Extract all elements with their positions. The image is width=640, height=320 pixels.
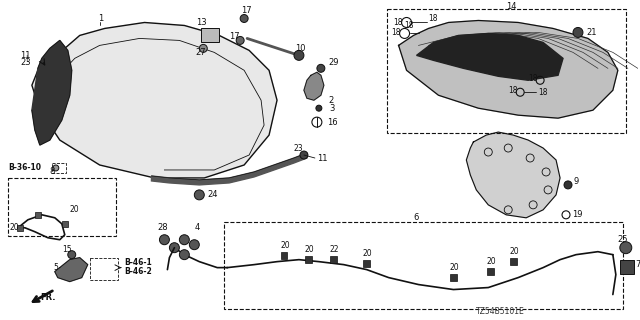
Text: 23: 23 — [294, 144, 303, 153]
Text: 19: 19 — [572, 210, 582, 219]
Circle shape — [236, 36, 244, 44]
Circle shape — [240, 14, 248, 22]
Circle shape — [620, 242, 632, 254]
Text: 20: 20 — [363, 249, 372, 258]
Text: 18: 18 — [394, 18, 403, 27]
Text: 18: 18 — [429, 14, 438, 23]
Bar — [620, 260, 634, 274]
Text: 3: 3 — [329, 104, 334, 113]
Bar — [62, 221, 68, 227]
Text: 21: 21 — [586, 28, 596, 37]
Text: 29: 29 — [329, 58, 339, 67]
Bar — [387, 9, 626, 133]
Polygon shape — [32, 40, 72, 145]
Text: 25: 25 — [618, 235, 628, 244]
Text: FR.: FR. — [40, 293, 56, 302]
Polygon shape — [304, 72, 324, 100]
Bar — [17, 225, 23, 231]
Text: 1: 1 — [98, 14, 103, 23]
Circle shape — [294, 50, 304, 60]
Text: 20: 20 — [449, 263, 459, 272]
Text: 8: 8 — [50, 167, 55, 176]
Polygon shape — [467, 132, 560, 218]
Text: 20: 20 — [509, 247, 519, 256]
Bar — [202, 28, 220, 43]
Text: 16: 16 — [327, 118, 337, 127]
Bar — [224, 222, 623, 309]
Text: 23: 23 — [20, 58, 31, 67]
Polygon shape — [55, 258, 88, 282]
Circle shape — [179, 235, 189, 245]
Circle shape — [317, 64, 325, 72]
Bar — [364, 260, 370, 267]
Polygon shape — [399, 20, 618, 118]
Text: 5: 5 — [54, 263, 59, 272]
Text: 4: 4 — [195, 223, 200, 232]
Circle shape — [316, 105, 322, 111]
Circle shape — [170, 243, 179, 253]
Text: 20: 20 — [10, 223, 20, 232]
Text: 18: 18 — [508, 86, 518, 95]
Circle shape — [573, 28, 583, 37]
Circle shape — [564, 181, 572, 189]
Text: 15: 15 — [62, 245, 72, 254]
Bar — [8, 178, 116, 236]
Polygon shape — [152, 153, 307, 185]
Bar — [450, 274, 457, 281]
Bar — [305, 256, 312, 263]
Bar — [509, 258, 516, 265]
Circle shape — [199, 44, 207, 52]
Text: 17: 17 — [241, 6, 252, 15]
Text: 20: 20 — [70, 205, 79, 214]
Polygon shape — [32, 22, 277, 178]
Text: 14: 14 — [506, 2, 516, 11]
Text: TZ54B5101E: TZ54B5101E — [476, 307, 525, 316]
Circle shape — [53, 165, 59, 171]
Text: 18: 18 — [538, 88, 548, 97]
Bar — [330, 256, 337, 263]
Polygon shape — [417, 34, 563, 80]
Text: 7: 7 — [636, 260, 640, 269]
Text: 2: 2 — [329, 96, 334, 105]
Bar — [52, 163, 66, 173]
Text: 17: 17 — [229, 32, 240, 41]
Circle shape — [195, 190, 204, 200]
Circle shape — [300, 151, 308, 159]
Text: 18: 18 — [404, 21, 414, 30]
Text: 20: 20 — [305, 245, 314, 254]
Text: 18: 18 — [392, 28, 401, 37]
Bar — [280, 252, 287, 259]
Bar — [90, 258, 118, 280]
Text: B-46-2: B-46-2 — [125, 267, 152, 276]
Text: 24: 24 — [207, 190, 218, 199]
Text: |: | — [25, 55, 28, 62]
Text: 27: 27 — [195, 48, 206, 57]
Text: 13: 13 — [196, 18, 207, 27]
Circle shape — [189, 240, 199, 250]
Bar — [487, 268, 494, 275]
Text: 20: 20 — [486, 257, 496, 266]
Circle shape — [179, 250, 189, 260]
Text: 28: 28 — [157, 223, 168, 232]
Text: 11: 11 — [20, 51, 31, 60]
Text: 18: 18 — [528, 74, 538, 83]
Text: B-46-1: B-46-1 — [125, 258, 152, 267]
Text: B-36-10: B-36-10 — [8, 164, 41, 172]
Text: 6: 6 — [413, 213, 419, 222]
Text: 9: 9 — [574, 177, 579, 187]
Text: 11: 11 — [317, 154, 328, 163]
Circle shape — [68, 251, 76, 259]
Circle shape — [159, 235, 170, 245]
Bar — [35, 212, 41, 218]
Text: 22: 22 — [330, 245, 339, 254]
Text: 10: 10 — [295, 44, 305, 53]
Text: 20: 20 — [280, 241, 290, 250]
